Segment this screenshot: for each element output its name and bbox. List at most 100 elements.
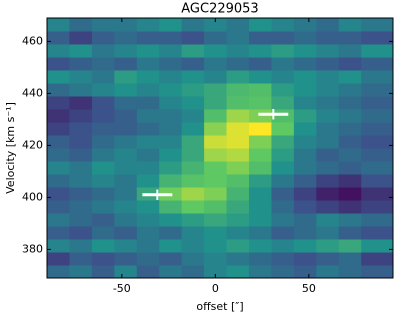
heatmap-cell [361, 31, 394, 45]
heatmap-cell [316, 83, 340, 97]
heatmap-cell [181, 18, 205, 32]
heatmap-cell [114, 57, 138, 71]
heatmap-cell [248, 174, 272, 188]
heatmap-cell [91, 109, 115, 123]
heatmap-cell [181, 187, 205, 201]
heatmap-cell [114, 70, 138, 84]
heatmap-cell [316, 70, 340, 84]
heatmap-cell [181, 83, 205, 97]
heatmap-cell [248, 122, 272, 136]
heatmap-cell [293, 83, 317, 97]
heatmap-cell [316, 109, 340, 123]
heatmap-cell [338, 96, 362, 110]
heatmap-cell [159, 57, 183, 71]
heatmap-cell [159, 239, 183, 253]
heatmap-cell [316, 57, 340, 71]
heatmap-cell [136, 31, 160, 45]
heatmap-cell [47, 252, 70, 266]
heatmap-cell [316, 239, 340, 253]
heatmap-cell [136, 44, 160, 58]
heatmap-cell [91, 239, 115, 253]
heatmap-cell [226, 44, 250, 58]
heatmap-cell [361, 44, 394, 58]
heatmap-cell [91, 265, 115, 279]
heatmap-cell [316, 122, 340, 136]
heatmap-cell [136, 18, 160, 32]
heatmap-cell [293, 96, 317, 110]
heatmap-cell [69, 83, 93, 97]
heatmap-cell [91, 57, 115, 71]
heatmap-cell [47, 83, 70, 97]
heatmap-cell [69, 239, 93, 253]
heatmap-cell [47, 96, 70, 110]
heatmap-cell [338, 226, 362, 240]
heatmap-cell [316, 96, 340, 110]
heatmap-cell [293, 174, 317, 188]
heatmap-cell [114, 239, 138, 253]
heatmap-cell [181, 135, 205, 149]
heatmap-cell [181, 239, 205, 253]
heatmap-cell [114, 226, 138, 240]
heatmap-cell [271, 70, 295, 84]
heatmap-cell [181, 226, 205, 240]
heatmap-cell [181, 122, 205, 136]
heatmap-cell [69, 187, 93, 201]
heatmap-cell [69, 226, 93, 240]
heatmap-cell [338, 70, 362, 84]
heatmap-cell [159, 226, 183, 240]
heatmap-cell [204, 148, 228, 162]
heatmap-cell [136, 226, 160, 240]
heatmap-cell [159, 252, 183, 266]
heatmap-cell [114, 109, 138, 123]
heatmap-cell [271, 174, 295, 188]
heatmap-cell [361, 174, 394, 188]
heatmap-cell [248, 70, 272, 84]
heatmap-cell [271, 31, 295, 45]
heatmap-cell [204, 18, 228, 32]
heatmap-cell [248, 96, 272, 110]
heatmap-cell [204, 252, 228, 266]
heatmap-cell [248, 135, 272, 149]
heatmap-cell [136, 161, 160, 175]
heatmap-cell [91, 161, 115, 175]
heatmap-cell [226, 83, 250, 97]
heatmap-cell [159, 213, 183, 227]
heatmap-cell [159, 148, 183, 162]
heatmap-cell [69, 57, 93, 71]
heatmap-cell [226, 148, 250, 162]
heatmap-cell [204, 44, 228, 58]
heatmap-cell [47, 109, 70, 123]
heatmap-cell [181, 44, 205, 58]
heatmap-cell [181, 265, 205, 279]
heatmap-cell [271, 252, 295, 266]
heatmap-cell [361, 83, 394, 97]
heatmap-cell [293, 187, 317, 201]
heatmap-cell [47, 213, 70, 227]
heatmap-cell [114, 122, 138, 136]
heatmap-cell [293, 161, 317, 175]
heatmap-cell [338, 57, 362, 71]
heatmap-cell [338, 239, 362, 253]
heatmap-cell [248, 187, 272, 201]
heatmap-cell [361, 18, 394, 32]
heatmap-cell [69, 44, 93, 58]
heatmap-cell [181, 252, 205, 266]
heatmap-cell [293, 31, 317, 45]
heatmap-cell [91, 135, 115, 149]
heatmap-cell [248, 83, 272, 97]
heatmap-cell [47, 122, 70, 136]
heatmap-cell [181, 161, 205, 175]
heatmap-cell [226, 70, 250, 84]
heatmap-cell [316, 213, 340, 227]
heatmap-cell [226, 187, 250, 201]
heatmap-cell [316, 31, 340, 45]
heatmap-cell [361, 265, 394, 279]
heatmap-cell [226, 18, 250, 32]
x-tick-label: -50 [113, 282, 131, 295]
heatmap-cell [47, 200, 70, 214]
heatmap-cell [69, 122, 93, 136]
heatmap-cell [159, 70, 183, 84]
heatmap-cell [361, 96, 394, 110]
heatmap-cell [361, 226, 394, 240]
